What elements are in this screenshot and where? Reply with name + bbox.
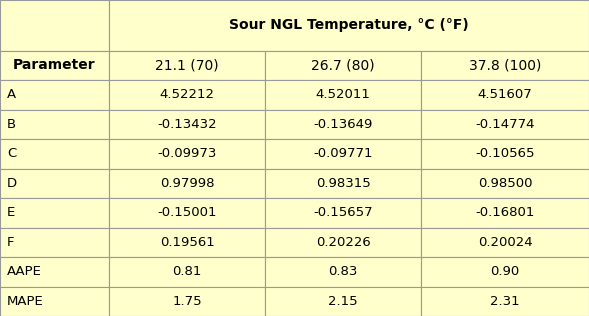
Text: 4.52212: 4.52212 — [160, 88, 214, 101]
Text: -0.13649: -0.13649 — [313, 118, 373, 131]
Text: 2.15: 2.15 — [328, 295, 358, 308]
Bar — [0, 51, 109, 80]
Text: D: D — [7, 177, 17, 190]
Bar — [0, 110, 109, 139]
Bar — [421, 80, 589, 110]
Text: 21.1 (70): 21.1 (70) — [155, 58, 219, 72]
Bar — [421, 287, 589, 316]
Bar — [421, 198, 589, 228]
Text: 2.31: 2.31 — [490, 295, 520, 308]
Text: C: C — [7, 147, 16, 160]
Text: -0.16801: -0.16801 — [475, 206, 535, 219]
Bar — [265, 257, 421, 287]
Bar — [265, 228, 421, 257]
Bar — [0, 139, 109, 168]
Text: 26.7 (80): 26.7 (80) — [311, 58, 375, 72]
Bar — [109, 80, 265, 110]
Bar — [265, 198, 421, 228]
Bar — [0, 228, 109, 257]
Text: -0.14774: -0.14774 — [475, 118, 535, 131]
Bar — [109, 51, 265, 80]
Text: 0.83: 0.83 — [329, 265, 358, 278]
Bar — [109, 110, 265, 139]
Text: -0.15657: -0.15657 — [313, 206, 373, 219]
Text: -0.09771: -0.09771 — [313, 147, 373, 160]
Bar — [421, 110, 589, 139]
Text: 0.97998: 0.97998 — [160, 177, 214, 190]
Text: MAPE: MAPE — [7, 295, 44, 308]
Text: -0.09973: -0.09973 — [157, 147, 217, 160]
Text: 0.98315: 0.98315 — [316, 177, 370, 190]
Bar — [421, 228, 589, 257]
Text: 0.20024: 0.20024 — [478, 236, 532, 249]
Text: -0.10565: -0.10565 — [475, 147, 535, 160]
Bar — [109, 228, 265, 257]
Text: AAPE: AAPE — [7, 265, 42, 278]
Bar — [421, 168, 589, 198]
Text: 37.8 (100): 37.8 (100) — [469, 58, 541, 72]
Bar — [265, 168, 421, 198]
Text: -0.15001: -0.15001 — [157, 206, 217, 219]
Text: 1.75: 1.75 — [172, 295, 202, 308]
Bar — [421, 51, 589, 80]
Bar — [0, 80, 109, 110]
Bar — [109, 168, 265, 198]
Bar — [109, 139, 265, 168]
Text: E: E — [7, 206, 15, 219]
Bar — [109, 287, 265, 316]
Bar — [265, 51, 421, 80]
Text: Parameter: Parameter — [13, 58, 96, 72]
Bar — [265, 139, 421, 168]
Bar — [109, 198, 265, 228]
Text: Sour NGL Temperature, °C (°F): Sour NGL Temperature, °C (°F) — [229, 18, 469, 32]
Text: F: F — [7, 236, 15, 249]
Bar — [265, 80, 421, 110]
Text: 0.20226: 0.20226 — [316, 236, 370, 249]
Text: 0.90: 0.90 — [491, 265, 519, 278]
Bar — [421, 257, 589, 287]
Bar — [265, 110, 421, 139]
Bar — [109, 0, 589, 51]
Bar — [265, 287, 421, 316]
Bar — [0, 168, 109, 198]
Text: 4.52011: 4.52011 — [316, 88, 370, 101]
Text: 0.81: 0.81 — [173, 265, 201, 278]
Text: 0.98500: 0.98500 — [478, 177, 532, 190]
Bar — [0, 287, 109, 316]
Bar — [421, 139, 589, 168]
Text: 0.19561: 0.19561 — [160, 236, 214, 249]
Bar — [0, 0, 109, 51]
Bar — [0, 198, 109, 228]
Text: -0.13432: -0.13432 — [157, 118, 217, 131]
Text: B: B — [7, 118, 16, 131]
Bar — [109, 257, 265, 287]
Text: A: A — [7, 88, 16, 101]
Bar — [0, 257, 109, 287]
Text: 4.51607: 4.51607 — [478, 88, 532, 101]
